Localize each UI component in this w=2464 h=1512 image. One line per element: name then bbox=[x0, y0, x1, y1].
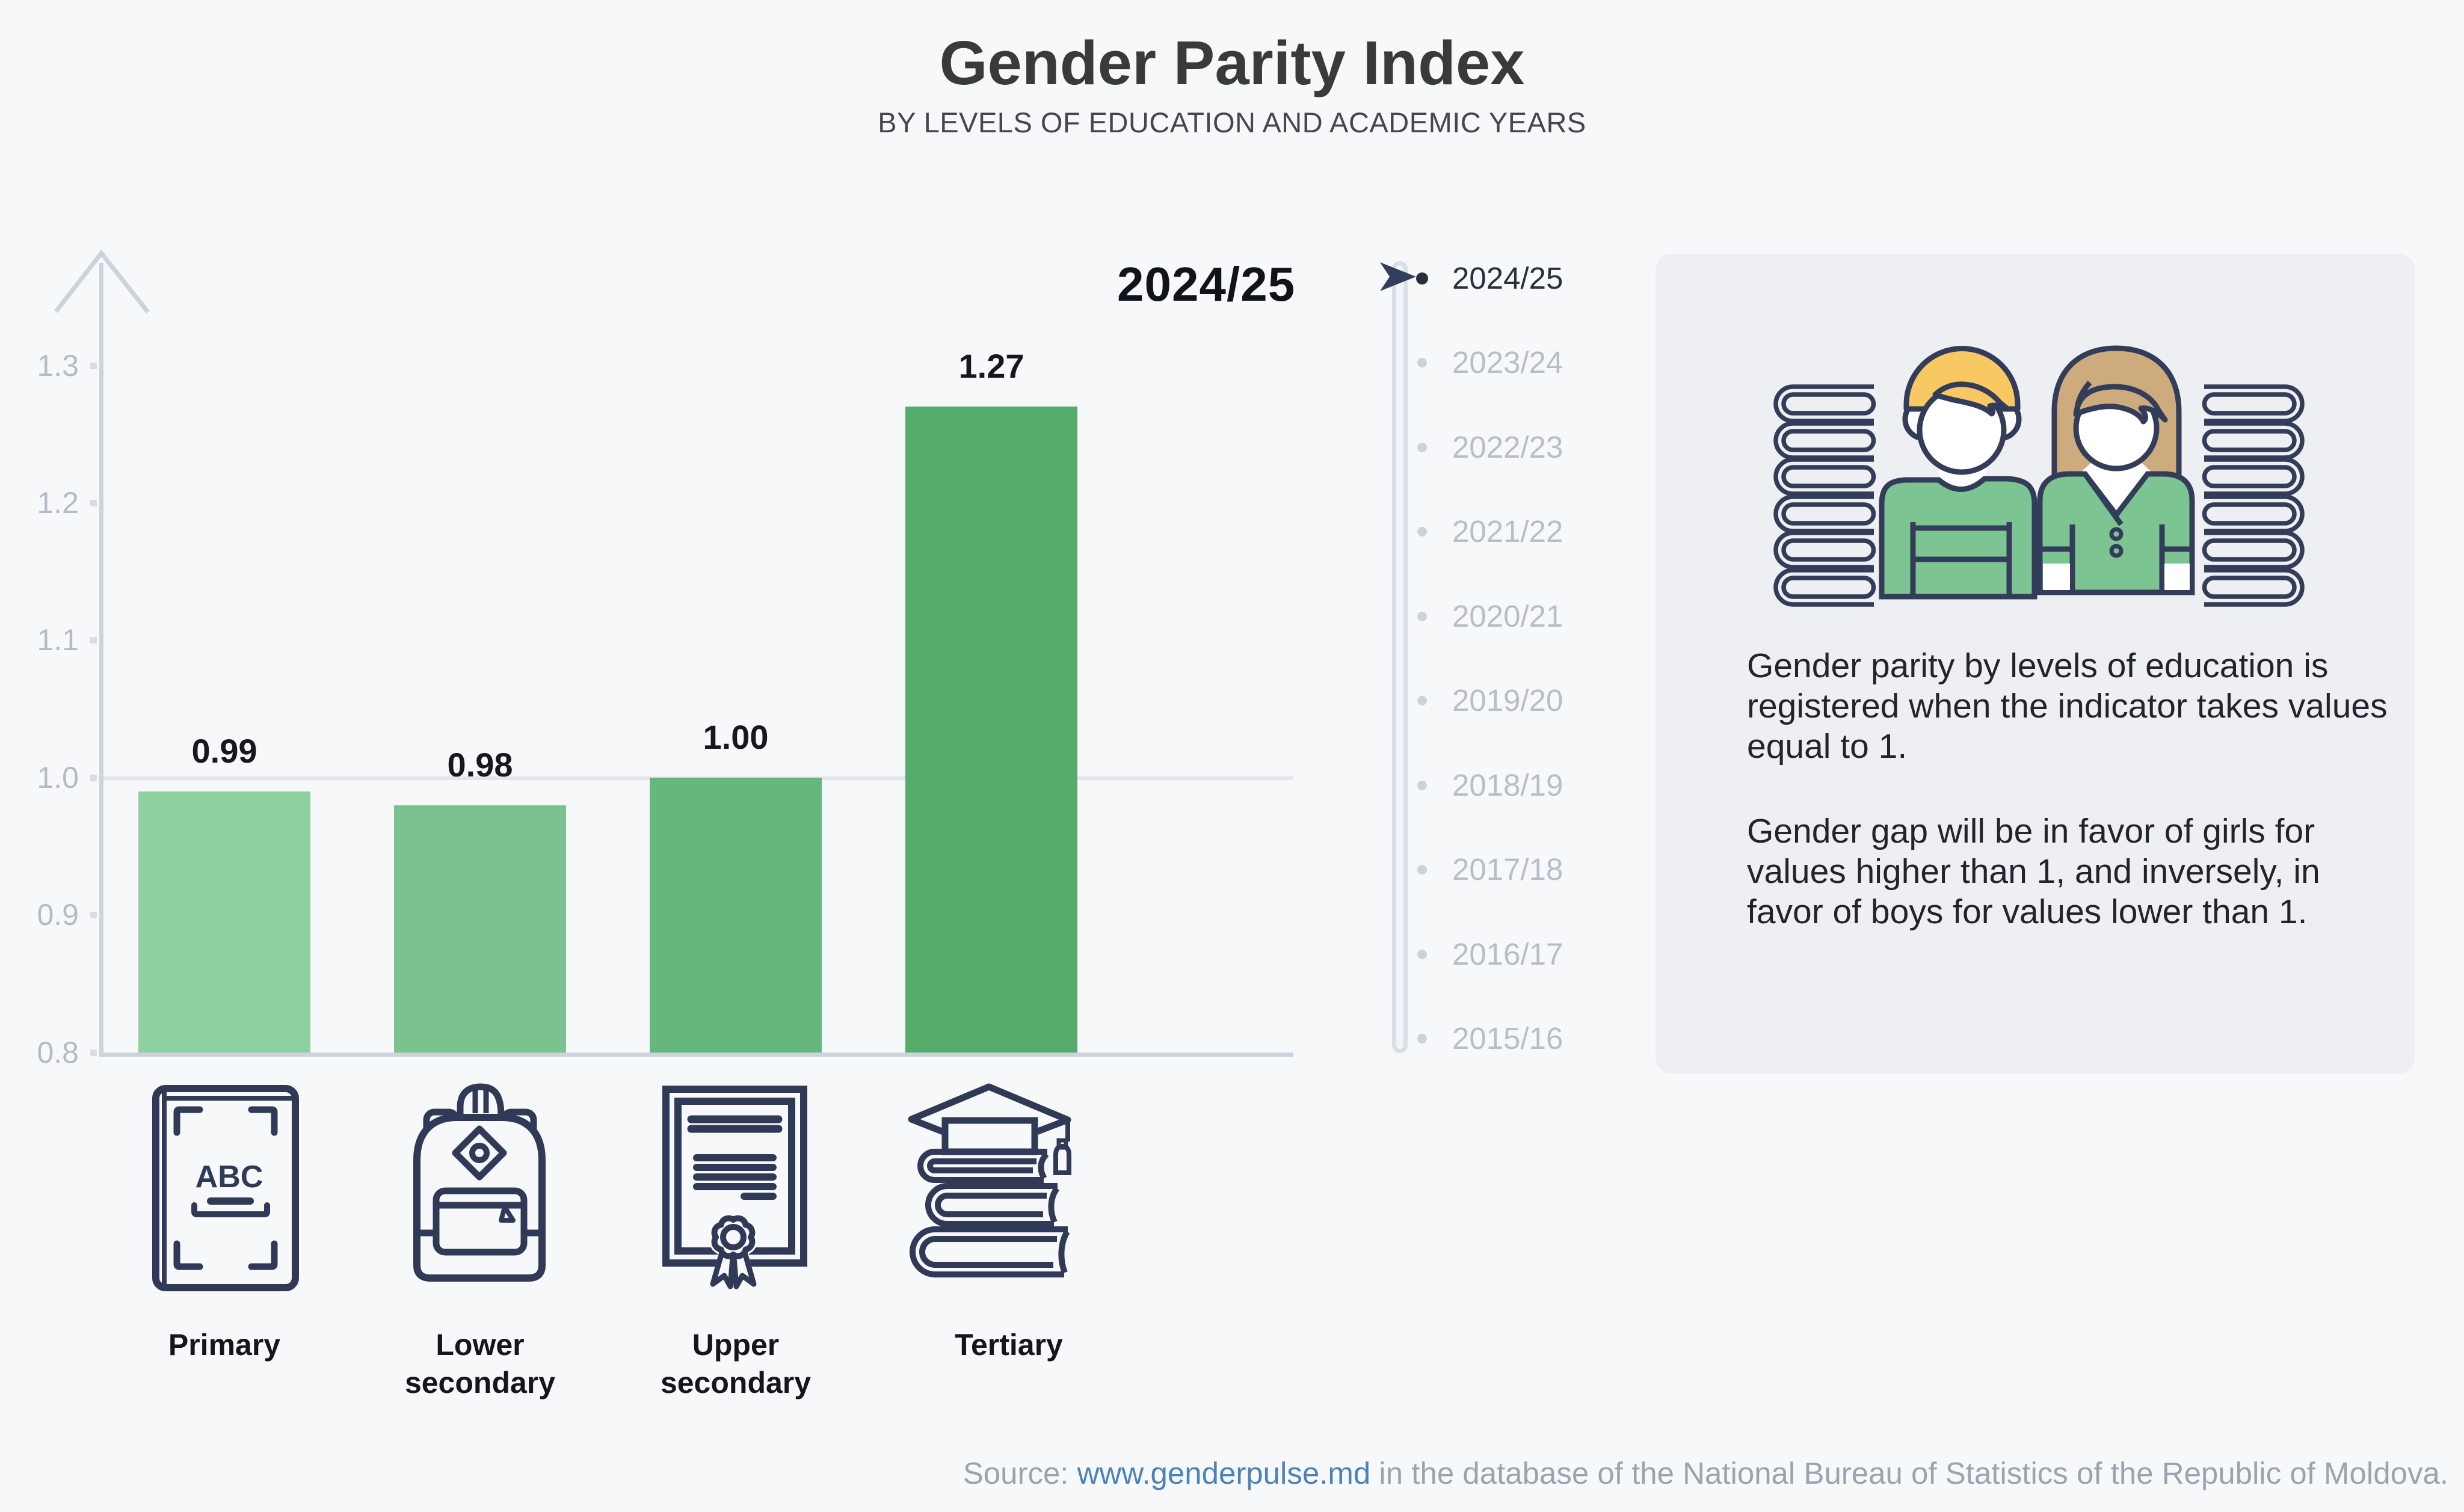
svg-text:ABC: ABC bbox=[196, 1160, 263, 1194]
